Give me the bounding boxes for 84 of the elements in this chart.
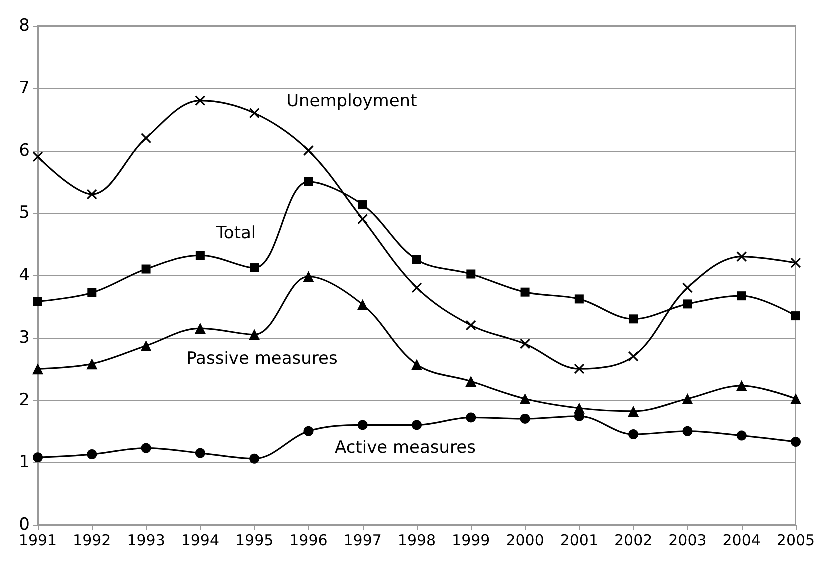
x-tick-label: 1993 [127, 532, 166, 550]
point [249, 108, 260, 119]
point [466, 320, 476, 331]
point [736, 430, 747, 441]
point [34, 297, 42, 306]
point [520, 394, 531, 405]
point [736, 380, 748, 392]
y-tick-label: 8 [19, 16, 30, 36]
point [629, 314, 638, 324]
point [683, 300, 692, 309]
point [32, 152, 44, 162]
y-tick-label: 1 [19, 452, 30, 473]
point [736, 251, 748, 262]
point [682, 282, 694, 294]
point [790, 258, 802, 268]
point [412, 255, 422, 264]
x-tick-label: 2001 [560, 532, 599, 550]
point [358, 200, 368, 210]
point [142, 264, 151, 274]
x-tick-label: 1996 [290, 532, 328, 550]
point [88, 288, 97, 298]
y-tick-label: 4 [19, 266, 30, 286]
x-tick-label: 2004 [722, 532, 761, 550]
x-tick-label: 1998 [398, 532, 436, 550]
point [33, 452, 43, 463]
point [304, 426, 314, 436]
point [574, 364, 585, 374]
point [466, 412, 476, 423]
x-tick-label: 2002 [614, 532, 653, 550]
point [140, 340, 152, 352]
point [791, 437, 801, 448]
point [32, 364, 44, 375]
point [520, 414, 530, 424]
series-label: Active measures [335, 438, 476, 458]
point [304, 177, 314, 186]
series-label: Total [215, 224, 256, 244]
point [357, 299, 368, 310]
point [250, 454, 260, 464]
point [196, 251, 205, 260]
point [86, 358, 98, 370]
point [466, 270, 476, 279]
x-tick-label: 2000 [506, 532, 544, 550]
point [682, 394, 694, 405]
y-tick-label: 5 [19, 203, 30, 224]
point [358, 214, 368, 225]
point [140, 132, 152, 144]
x-tick-label: 2005 [776, 532, 816, 550]
point [792, 312, 800, 321]
point [358, 420, 368, 430]
point [195, 448, 206, 458]
point [412, 359, 422, 370]
point [737, 292, 746, 301]
x-tick-label: 2003 [668, 532, 707, 550]
y-tick-label: 6 [19, 140, 30, 161]
series-label: Unemployment [286, 91, 418, 112]
point [249, 329, 260, 340]
y-tick-label: 7 [19, 78, 30, 98]
x-tick-label: 1999 [452, 532, 490, 550]
y-tick-label: 2 [19, 390, 30, 410]
point [520, 288, 530, 297]
point [412, 420, 422, 430]
point [412, 282, 422, 294]
x-tick-label: 1992 [73, 532, 112, 550]
y-tick-label: 3 [19, 328, 30, 348]
point [628, 430, 639, 440]
point [250, 264, 260, 273]
point [141, 443, 152, 454]
point [628, 406, 640, 417]
point [194, 323, 206, 334]
point [195, 96, 206, 106]
x-tick-label: 1995 [235, 532, 274, 550]
point [303, 271, 314, 282]
point [87, 450, 98, 460]
point [520, 338, 531, 350]
point [682, 426, 693, 436]
point [574, 294, 584, 304]
point [466, 376, 477, 388]
series-label: Passive measures [186, 348, 338, 369]
point [86, 189, 98, 200]
x-tick-label: 1994 [181, 532, 220, 550]
x-tick-label: 1997 [344, 532, 382, 550]
point [628, 351, 639, 362]
point [790, 394, 802, 405]
point [303, 145, 314, 156]
